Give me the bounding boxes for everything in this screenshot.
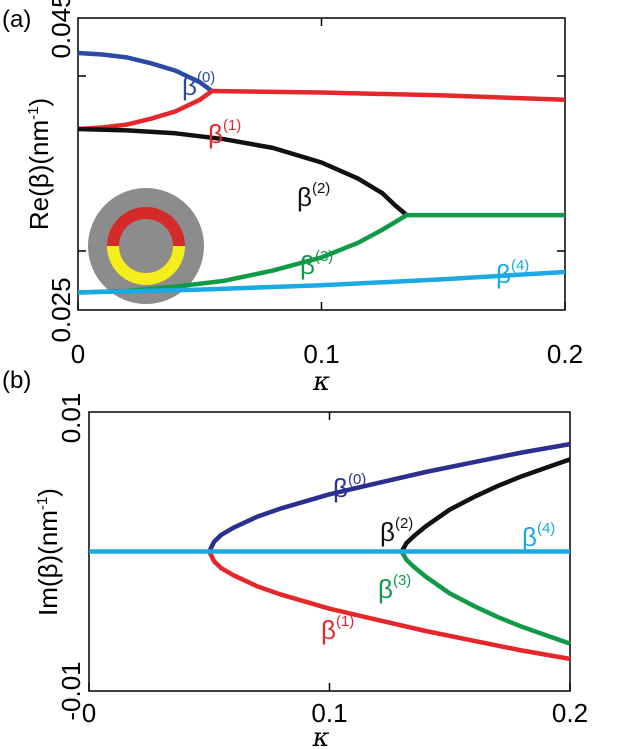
x-tick-label-a-2: 0.2 bbox=[547, 339, 583, 369]
y-tick-label-a-min: 0.025 bbox=[46, 277, 76, 342]
series-label-b-4: β(4) bbox=[522, 520, 555, 552]
series-line-a-4 bbox=[77, 269, 566, 295]
series-line-a-3 bbox=[77, 212, 565, 295]
series-label-a-0: β(0) bbox=[182, 69, 215, 101]
y-tick-label-b-max: 0.01 bbox=[56, 393, 86, 444]
x-tick-label-b-2: 0.2 bbox=[552, 698, 588, 728]
series-group-a bbox=[77, 50, 566, 295]
series-label-a-4: β(4) bbox=[496, 257, 529, 289]
series-label-a-2: β(2) bbox=[297, 180, 330, 212]
series-label-b-2: β(2) bbox=[380, 515, 413, 547]
inset-lower-ring bbox=[107, 245, 185, 285]
x-tick-label-a-0: 0 bbox=[71, 339, 85, 369]
series-line-b-2 bbox=[399, 457, 571, 553]
inset-ring-diagram bbox=[88, 188, 204, 304]
series-label-a-1: β(1) bbox=[208, 117, 241, 149]
series-line-b-3 bbox=[399, 550, 571, 646]
y-tick-label-a-max: 0.045 bbox=[46, 0, 76, 59]
x-axis-label-b: κ bbox=[311, 723, 329, 749]
y-tick-label-b-min: -0.01 bbox=[56, 661, 86, 720]
x-tick-label-b-0: 0 bbox=[82, 698, 96, 728]
x-axis-label-a: κ bbox=[312, 367, 330, 397]
panel-a: (a) 0 0.1 0.2 κ 0.025 0.045 Re(β)(nm-1) … bbox=[2, 0, 583, 397]
series-line-a-1 bbox=[77, 88, 566, 132]
panel-b-label: (b) bbox=[2, 367, 31, 394]
panel-a-label: (a) bbox=[2, 6, 31, 33]
series-line-a-2 bbox=[77, 126, 409, 217]
series-label-a-3: β(3) bbox=[300, 248, 333, 280]
series-label-b-3: β(3) bbox=[378, 572, 411, 604]
x-ticks-a bbox=[77, 18, 566, 310]
inset-outer-disk bbox=[88, 188, 204, 304]
series-line-b-1 bbox=[207, 550, 571, 662]
series-group-b bbox=[89, 441, 571, 662]
series-line-a-0 bbox=[77, 50, 214, 93]
y-axis-label-b: Im(β)(nm-1) bbox=[33, 488, 63, 616]
panel-b: (b) 0 0.1 0.2 κ -0.01 0.01 Im(β)(nm-1) β… bbox=[2, 367, 588, 749]
y-axis-label-a: Re(β)(nm-1) bbox=[24, 98, 54, 230]
x-tick-label-a-1: 0.1 bbox=[303, 339, 339, 369]
series-label-b-1: β(1) bbox=[321, 613, 354, 645]
x-tick-label-b-1: 0.1 bbox=[311, 698, 347, 728]
series-label-b-0: β(0) bbox=[333, 471, 366, 503]
inset-upper-ring bbox=[107, 207, 185, 247]
series-line-b-0 bbox=[207, 441, 571, 553]
